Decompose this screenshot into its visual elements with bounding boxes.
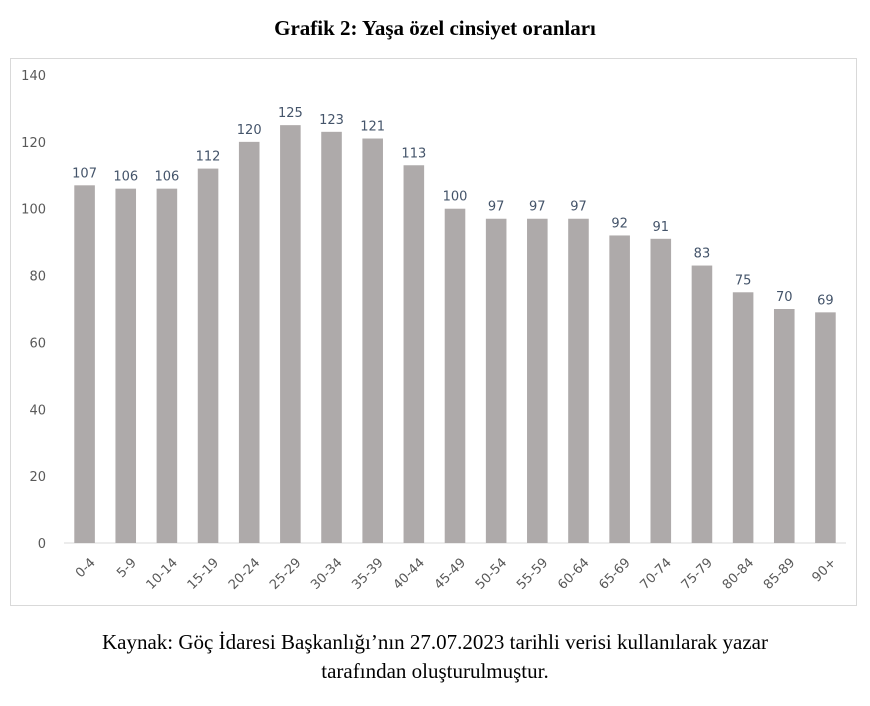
x-tick-label: 50-54 [473, 555, 510, 592]
data-label: 106 [154, 170, 179, 185]
x-axis-ticks: 0-4 5-9 10-14 15-19 20-24 25-29 30-34 35-39 40-4… [73, 555, 839, 592]
x-tick-label: 5-9 [114, 555, 140, 581]
bar-60-64 [568, 218, 589, 543]
x-tick-label: 70-74 [638, 555, 675, 592]
data-label: 97 [488, 200, 505, 215]
data-label: 112 [196, 150, 221, 165]
data-label: 121 [360, 120, 385, 135]
y-tick-label: 80 [29, 270, 46, 285]
x-tick-label: 65-69 [596, 555, 633, 592]
source-caption: Kaynak: Göç İdaresi Başkanlığı’nın 27.07… [0, 628, 870, 686]
bar-25-29 [280, 125, 301, 544]
y-tick-label: 140 [21, 69, 46, 84]
y-axis-ticks: 0 20 40 60 80 100 120 140 [21, 69, 46, 552]
bar-15-19 [197, 168, 219, 543]
data-label: 125 [278, 106, 303, 121]
bar-0-4 [74, 185, 95, 544]
bar-50-54 [485, 218, 507, 543]
y-tick-label: 60 [29, 336, 46, 351]
x-tick-label: 20-24 [226, 555, 263, 592]
y-tick-label: 20 [29, 470, 46, 485]
data-label: 97 [570, 200, 587, 215]
x-tick-label: 25-29 [267, 555, 304, 592]
y-tick-label: 100 [21, 203, 46, 218]
y-tick-label: 120 [21, 136, 46, 151]
x-tick-label: 10-14 [144, 555, 181, 592]
x-tick-label: 30-34 [308, 555, 345, 592]
bar-55-59 [527, 218, 548, 543]
data-label: 75 [735, 273, 752, 288]
x-tick-label: 40-44 [391, 555, 428, 592]
bar-85-89 [773, 309, 795, 543]
chart-title: Grafik 2: Yaşa özel cinsiyet oranları [274, 16, 596, 40]
bar-90+ [815, 312, 836, 543]
x-tick-label: 75-79 [679, 555, 716, 592]
data-label: 91 [653, 220, 670, 235]
bar-10-14 [156, 188, 178, 543]
data-label: 106 [113, 170, 138, 185]
data-label: 123 [319, 113, 344, 128]
chart-frame [10, 58, 857, 606]
bars [74, 125, 836, 544]
x-tick-label: 60-64 [555, 555, 592, 592]
caption-line-1: Kaynak: Göç İdaresi Başkanlığı’nın 27.07… [102, 630, 768, 654]
x-tick-label: 55-59 [514, 555, 551, 592]
data-labels: 107 106 106 112 120 125 123 121 113 100 97 97 97 92 91… [72, 106, 834, 308]
bar-40-44 [403, 165, 425, 543]
data-label: 120 [237, 123, 262, 138]
x-tick-label: 15-19 [185, 555, 222, 592]
x-tick-label: 85-89 [761, 555, 798, 592]
bar-30-34 [321, 131, 342, 544]
bar-45-49 [444, 208, 466, 543]
x-tick-label: 35-39 [349, 555, 386, 592]
data-label: 100 [443, 190, 468, 205]
bar-20-24 [238, 141, 260, 543]
x-tick-label: 90+ [809, 555, 839, 585]
bar-75-79 [691, 265, 713, 543]
bar-35-39 [362, 138, 383, 543]
x-tick-label: 0-4 [73, 555, 99, 581]
data-label: 107 [72, 166, 97, 181]
data-label: 83 [694, 247, 711, 262]
bar-80-84 [732, 292, 754, 543]
bar-70-74 [650, 238, 672, 544]
bar-65-69 [609, 235, 630, 543]
x-tick-label: 80-84 [720, 555, 757, 592]
data-label: 97 [529, 200, 546, 215]
data-label: 113 [401, 146, 426, 161]
x-tick-label: 45-49 [432, 555, 469, 592]
data-label: 69 [817, 293, 834, 308]
bar-5-9 [115, 188, 137, 543]
y-tick-label: 0 [38, 537, 46, 552]
data-label: 70 [776, 290, 793, 305]
data-label: 92 [611, 216, 628, 231]
y-tick-label: 40 [29, 403, 46, 418]
caption-line-2: tarafından oluşturulmuştur. [321, 659, 549, 683]
